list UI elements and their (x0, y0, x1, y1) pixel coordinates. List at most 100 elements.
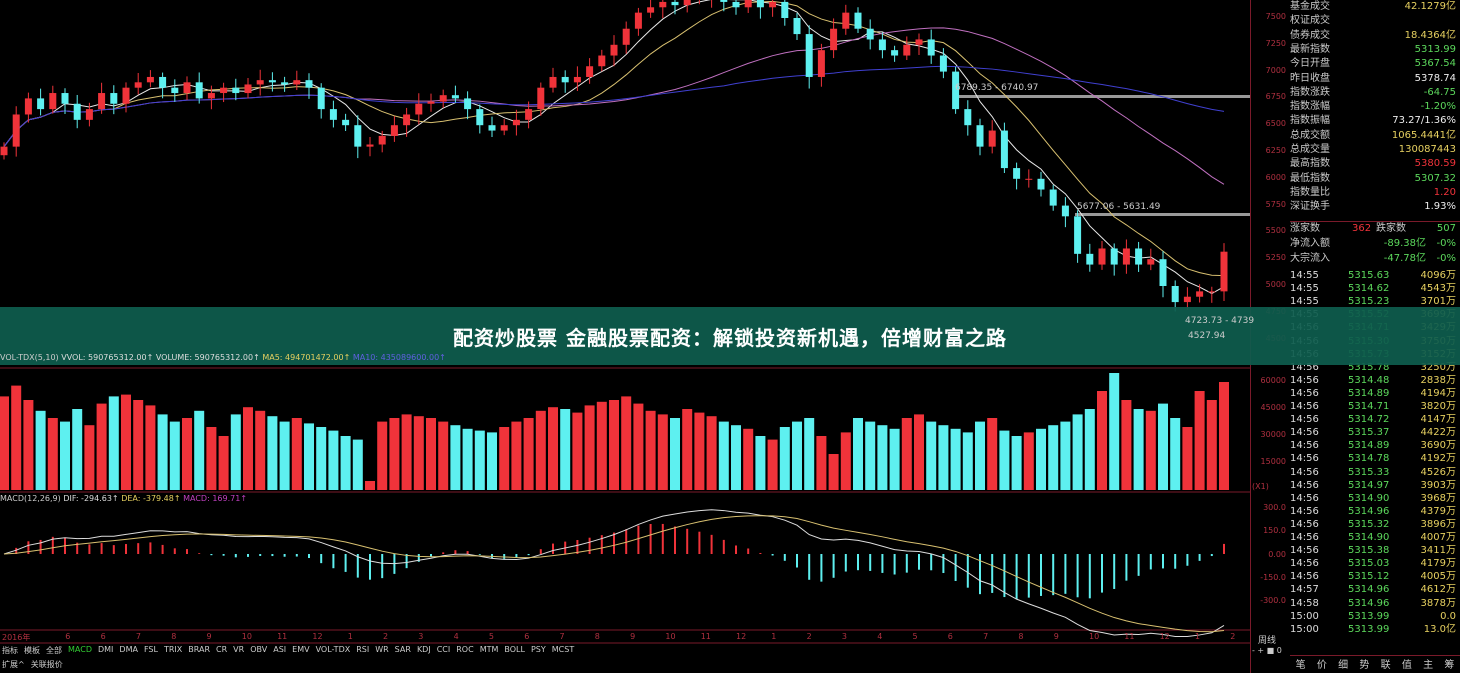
tick-row: 14:56 5314.71 3820万 (1290, 400, 1460, 413)
panel-tab[interactable]: 联 (1380, 660, 1391, 671)
volume-bar (11, 385, 22, 490)
indicator-tab-模板[interactable]: 模板 (24, 646, 40, 655)
tick-time: 14:55 (1290, 283, 1319, 295)
volume-bar (1036, 428, 1046, 490)
indicator-tab-指标[interactable]: 指标 (2, 646, 18, 655)
macd-tick: 300.0 (1263, 503, 1286, 512)
time-label: 11 (277, 632, 288, 641)
candle (854, 12, 862, 29)
tick-time: 14:56 (1290, 374, 1319, 386)
time-label: 9 (630, 632, 636, 641)
volume-bar (1194, 391, 1205, 490)
kline-chart[interactable] (0, 0, 1250, 645)
period-label[interactable]: 周线 (1258, 636, 1277, 646)
volume-bar (1219, 382, 1229, 490)
indicator-tab-mtm[interactable]: MTM (479, 645, 499, 654)
quote-row: 权证成交 (1290, 14, 1460, 27)
quote-label: 指数量比 (1290, 186, 1330, 198)
indicator-tab-roc[interactable]: ROC (456, 645, 474, 654)
indicator-tab-trix[interactable]: TRIX (163, 645, 183, 654)
volume-bar (1011, 436, 1022, 490)
tick-row: 14:56 5314.48 2838万 (1290, 374, 1460, 387)
panel-tab[interactable]: 主 (1423, 660, 1434, 671)
indicator-tab-psy[interactable]: PSY (530, 645, 546, 654)
tick-time: 14:56 (1290, 505, 1319, 517)
ma10-line (3, 0, 1225, 277)
candle (244, 84, 252, 94)
tick-volume: 3411万 (1420, 545, 1456, 557)
indicator-tab-全部[interactable]: 全部 (46, 646, 62, 655)
candle (525, 109, 533, 120)
time-label: 4 (453, 632, 459, 641)
volume-bar (1158, 403, 1168, 490)
quote-value: -64.75 (1423, 86, 1456, 98)
volume-bar (621, 396, 632, 490)
time-label: 12 (312, 632, 323, 641)
panel-tab[interactable]: 筹 (1444, 660, 1455, 671)
candle (451, 95, 459, 99)
indicator-tab-macd[interactable]: MACD (68, 645, 92, 654)
tick-volume: 4526万 (1420, 466, 1456, 478)
macd-header: MACD(12,26,9) DIF: -294.63↑ DEA: -379.48… (0, 494, 247, 503)
quote-label: 深证换手 (1290, 201, 1330, 213)
tick-row: 14:56 5314.96 4379万 (1290, 505, 1460, 518)
candle (256, 80, 264, 85)
indicator-tab-boll[interactable]: BOLL (504, 645, 525, 654)
volume-bar (84, 425, 95, 490)
volume-bar (804, 418, 815, 490)
tick-price: 5314.96 (1348, 597, 1390, 609)
indicator-tab-emv[interactable]: EMV (292, 645, 310, 654)
indicator-tab-cci[interactable]: CCI (436, 645, 451, 654)
panel-tab[interactable]: 笔 (1295, 660, 1306, 671)
indicator-tab-wr[interactable]: WR (375, 645, 389, 654)
indicator-tab-mcst[interactable]: MCST (551, 645, 575, 654)
time-label: 11 (1124, 632, 1135, 641)
indicator-tab-fsl[interactable]: FSL (143, 645, 158, 654)
candle (586, 66, 594, 77)
volume-bar (230, 414, 241, 490)
indicator-tab-sar[interactable]: SAR (394, 645, 411, 654)
tick-volume: 3820万 (1420, 401, 1456, 412)
tick-row: 15:00 5313.99 13.0亿 (1290, 623, 1460, 636)
volume-bar (377, 421, 388, 490)
indicator-tab-obv[interactable]: OBV (250, 645, 268, 654)
panel-tab[interactable]: 势 (1359, 660, 1370, 671)
tick-price: 5314.62 (1348, 283, 1390, 295)
volume-bar (352, 439, 363, 490)
candle (1122, 248, 1130, 265)
expand-link[interactable]: 扩展^ (2, 660, 25, 669)
price-tick: 5500 (1265, 226, 1286, 236)
volume-bar (743, 428, 754, 490)
price-tick: 7500 (1265, 12, 1286, 21)
indicator-tab-vol-tdx[interactable]: VOL-TDX (315, 645, 351, 654)
indicator-tab-kdj[interactable]: KDJ (416, 645, 431, 654)
quote-row: 最新指数 5313.99 (1290, 43, 1460, 56)
candle (305, 80, 313, 88)
indicator-tab-dmi[interactable]: DMI (97, 645, 114, 654)
tick-time: 14:56 (1290, 518, 1319, 530)
zoom-controls[interactable]: - + ■ 0 (1252, 646, 1282, 655)
candle (1135, 248, 1143, 265)
related-quote-link[interactable]: 关联报价 (30, 660, 63, 669)
time-label: 6 (100, 632, 106, 641)
indicator-tab-brar[interactable]: BRAR (188, 645, 211, 654)
indicator-tab-dma[interactable]: DMA (119, 645, 138, 654)
tick-volume: 4543万 (1420, 283, 1456, 295)
quote-value: 73.27/1.36% (1392, 115, 1456, 127)
tick-time: 14:56 (1290, 401, 1319, 412)
tick-volume: 2838万 (1420, 374, 1456, 386)
tick-row: 14:55 5314.62 4543万 (1290, 282, 1460, 295)
indicator-tab-vr[interactable]: VR (233, 645, 245, 654)
time-label: 8 (594, 632, 600, 641)
candle (134, 82, 142, 88)
annotation-low-range: 4723.73 - 4739 (1185, 316, 1255, 326)
volume-bar (1170, 418, 1181, 490)
panel-tab[interactable]: 细 (1338, 660, 1349, 671)
indicator-tab-asi[interactable]: ASI (273, 645, 287, 654)
candle (769, 1, 777, 8)
candle (1025, 178, 1033, 180)
panel-tab[interactable]: 价 (1316, 660, 1327, 671)
indicator-tab-cr[interactable]: CR (216, 645, 228, 654)
indicator-tab-rsi[interactable]: RSI (356, 645, 370, 654)
panel-tab[interactable]: 值 (1401, 660, 1412, 671)
